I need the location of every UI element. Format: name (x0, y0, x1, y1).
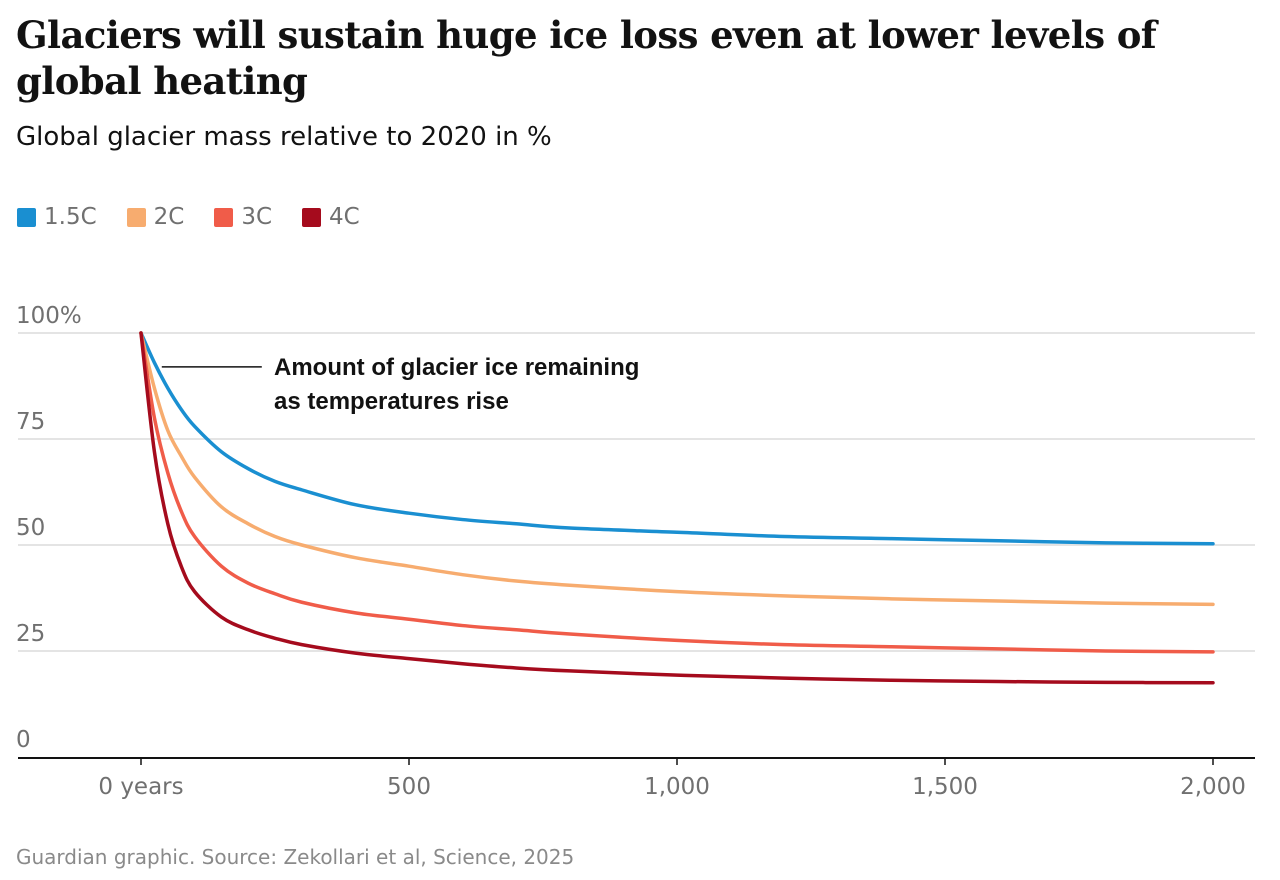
annotation-text: as temperatures rise (274, 388, 509, 415)
x-tick-label: 1,000 (644, 774, 710, 800)
y-tick-label: 50 (16, 515, 45, 541)
series-line-2C (139, 331, 1215, 607)
legend-label: 4C (329, 204, 360, 230)
legend-label: 3C (241, 204, 273, 230)
legend-item: 4C (302, 204, 360, 230)
legend-label: 1.5C (44, 204, 97, 230)
legend-swatch (302, 207, 322, 227)
annotation-text: Amount of glacier ice remaining (274, 354, 639, 381)
legend-label: 2C (153, 204, 185, 230)
legend-item: 2C (126, 204, 185, 230)
y-tick-label: 25 (16, 621, 45, 647)
x-tick-label: 0 years (98, 774, 183, 800)
series-line-1.5C (139, 331, 1215, 546)
legend-swatch (17, 207, 36, 227)
x-tick-label: 2,000 (1180, 774, 1246, 800)
legend-item: 3C (214, 204, 272, 230)
y-tick-label: 100% (16, 303, 82, 329)
x-tick-label: 1,500 (912, 774, 978, 800)
legend-item: 1.5C (17, 204, 97, 230)
y-tick-label: 0 (16, 727, 31, 753)
chart-subtitle: Global glacier mass relative to 2020 in … (16, 122, 552, 152)
legend-swatch (214, 207, 234, 227)
legend-swatch (126, 207, 146, 227)
chart-legend: 1.5C 2C 3C 4C (17, 204, 360, 230)
chart-title: Glaciers will sustain huge ice loss even… (16, 13, 1157, 103)
series-line-3C (139, 331, 1215, 654)
source-note: Guardian graphic. Source: Zekollari et a… (16, 845, 575, 869)
x-tick-label: 500 (387, 774, 431, 800)
y-tick-label: 75 (16, 409, 45, 435)
series-line-4C (139, 331, 1215, 685)
